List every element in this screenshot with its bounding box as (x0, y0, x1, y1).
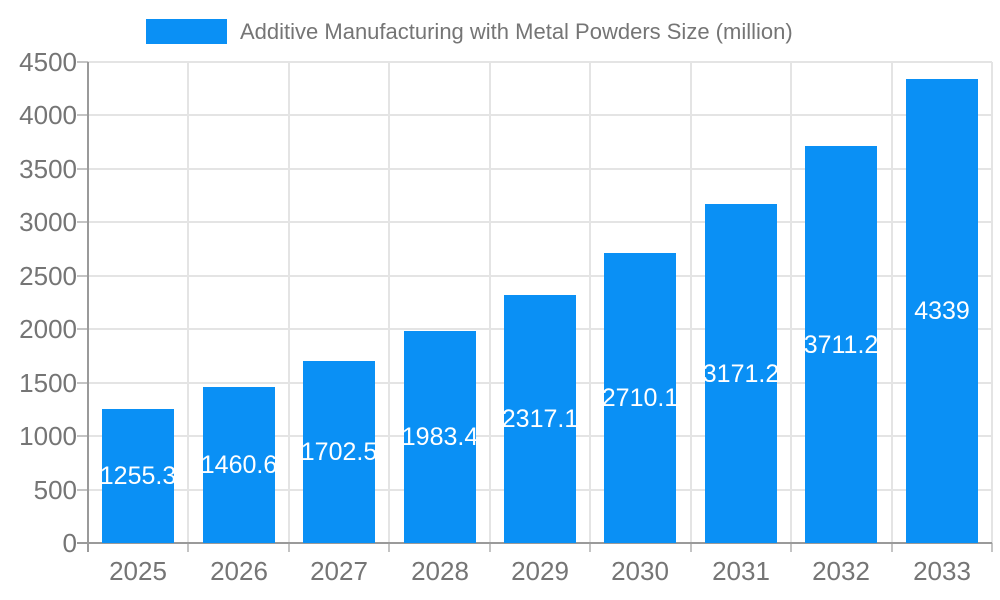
y-tick (77, 435, 88, 437)
x-tick-label: 2028 (411, 556, 469, 586)
y-tick-label: 4000 (19, 100, 77, 130)
y-tick-label: 2500 (19, 261, 77, 291)
x-gridline (790, 62, 792, 543)
chart-legend[interactable]: Additive Manufacturing with Metal Powder… (146, 19, 793, 44)
y-gridline (88, 221, 992, 223)
bar[interactable] (102, 409, 174, 543)
bar[interactable] (303, 361, 375, 543)
bar[interactable] (504, 295, 576, 543)
x-tick-label: 2031 (712, 556, 770, 586)
x-tick (187, 543, 189, 552)
y-gridline (88, 275, 992, 277)
y-tick (77, 275, 88, 277)
x-tick (288, 543, 290, 552)
bar[interactable] (203, 387, 275, 543)
x-tick-label: 2025 (109, 556, 167, 586)
bar-value-label: 4339 (914, 297, 970, 325)
bar-value-label: 2710.1 (601, 384, 679, 412)
x-tick (790, 543, 792, 552)
bar[interactable] (604, 253, 676, 543)
y-tick (77, 382, 88, 384)
x-tick (589, 543, 591, 552)
y-tick-label: 3500 (19, 154, 77, 184)
y-tick-label: 1000 (19, 421, 77, 451)
x-gridline (489, 62, 491, 543)
y-gridline (88, 114, 992, 116)
x-tick (489, 543, 491, 552)
y-gridline (88, 168, 992, 170)
x-gridline (388, 62, 390, 543)
y-tick (77, 489, 88, 491)
x-tick-label: 2027 (310, 556, 368, 586)
y-tick (77, 221, 88, 223)
bar-value-label: 2317.1 (501, 405, 579, 433)
legend-swatch[interactable] (146, 19, 227, 44)
y-tick (77, 61, 88, 63)
bar[interactable] (404, 331, 476, 543)
bar-value-label: 1255.3 (99, 462, 177, 490)
x-tick-label: 2032 (812, 556, 870, 586)
x-tick-label: 2030 (611, 556, 669, 586)
y-tick-label: 0 (62, 528, 77, 558)
y-gridline (88, 61, 992, 63)
bar[interactable] (906, 79, 978, 543)
bar-value-label: 1702.5 (300, 438, 378, 466)
bar-value-label: 1460.6 (200, 451, 278, 479)
x-gridline (991, 62, 993, 543)
y-axis-line (87, 62, 89, 552)
x-gridline (187, 62, 189, 543)
x-tick (690, 543, 692, 552)
x-tick-label: 2033 (913, 556, 971, 586)
y-tick (77, 328, 88, 330)
y-tick-label: 4500 (19, 47, 77, 77)
y-tick (77, 114, 88, 116)
bar-value-label: 1983.4 (401, 423, 479, 451)
x-tick (991, 543, 993, 552)
legend-label[interactable]: Additive Manufacturing with Metal Powder… (240, 18, 793, 44)
y-tick-label: 2000 (19, 314, 77, 344)
x-tick (388, 543, 390, 552)
bar-value-label: 3171.2 (702, 360, 780, 388)
y-tick-label: 500 (33, 475, 77, 505)
x-gridline (690, 62, 692, 543)
bar-value-label: 3711.2 (803, 331, 879, 359)
x-tick-label: 2029 (511, 556, 569, 586)
bar[interactable] (705, 204, 777, 543)
x-gridline (891, 62, 893, 543)
x-axis-line (77, 542, 992, 544)
y-tick (77, 168, 88, 170)
y-tick-label: 1500 (19, 368, 77, 398)
x-gridline (288, 62, 290, 543)
x-tick-label: 2026 (210, 556, 268, 586)
x-tick (891, 543, 893, 552)
x-gridline (589, 62, 591, 543)
y-tick-label: 3000 (19, 207, 77, 237)
bar[interactable] (805, 146, 877, 543)
